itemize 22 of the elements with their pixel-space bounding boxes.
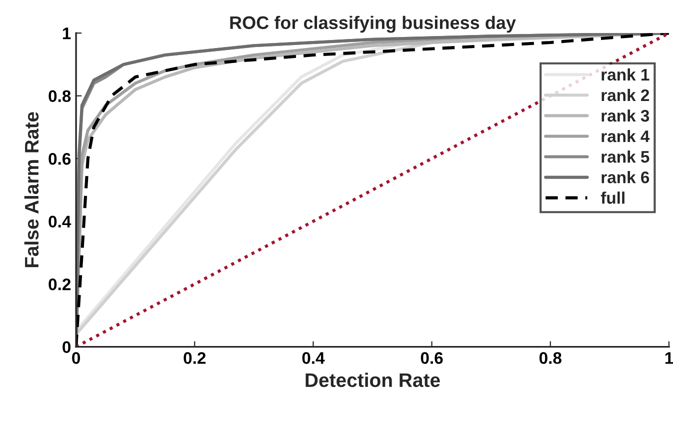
y-tick-label: 0.6: [48, 152, 71, 165]
y-tick-label: 0.4: [48, 216, 72, 228]
legend-label: rank 4: [602, 130, 650, 142]
legend-label: rank 5: [602, 150, 650, 163]
y-tick-label: 0.2: [48, 278, 71, 290]
legend-label: rank 1: [602, 68, 650, 81]
x-tick-label: 1: [665, 352, 673, 364]
x-tick-label: 0.6: [420, 352, 443, 364]
legend-label: rank 2: [602, 88, 650, 102]
chart-title: ROC for classifying business day: [230, 16, 516, 33]
y-tick-label: 0: [62, 341, 71, 354]
y-tick-label: 0.8: [48, 90, 71, 102]
y-tick-label: 1: [62, 28, 71, 40]
x-tick-label: 0.8: [539, 352, 562, 364]
x-tick-label: 0.2: [184, 352, 206, 364]
legend-label: full: [600, 192, 624, 204]
x-tick-label: 0: [72, 352, 80, 364]
y-axis-title: False Alarm Rate: [24, 112, 39, 268]
legend-label: rank 6: [602, 171, 650, 184]
x-axis-title: Detection Rate: [306, 372, 440, 388]
legend-label: rank 3: [602, 109, 650, 122]
x-tick-label: 0.4: [302, 352, 325, 364]
